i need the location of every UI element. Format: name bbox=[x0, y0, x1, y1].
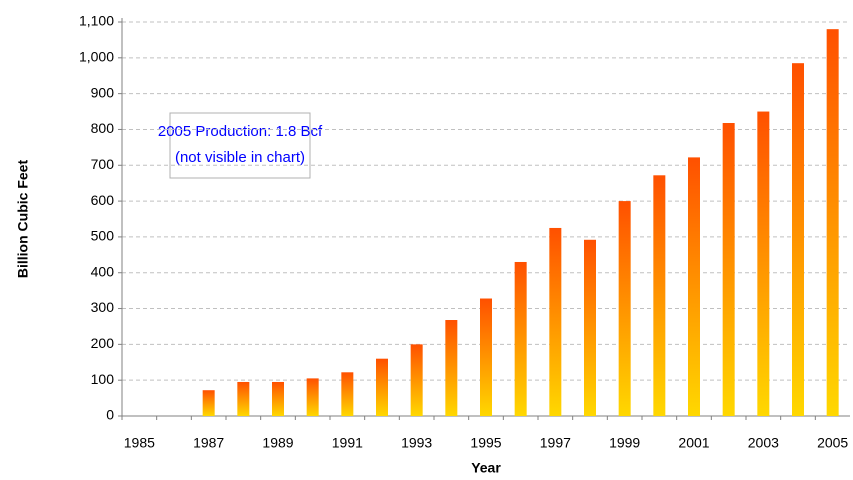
y-tick-label: 500 bbox=[91, 228, 115, 244]
bar bbox=[445, 320, 458, 416]
bar bbox=[410, 344, 423, 416]
bar bbox=[306, 378, 319, 416]
bar bbox=[826, 29, 839, 417]
x-tick-label: 1995 bbox=[470, 435, 501, 451]
bar bbox=[272, 381, 284, 416]
bar bbox=[480, 298, 492, 416]
y-tick-label: 600 bbox=[91, 192, 115, 208]
annotation: 2005 Production: 1.8 Bcf bbox=[158, 123, 323, 140]
y-axis-label: Billion Cubic Feet bbox=[15, 160, 31, 279]
x-tick-label: 2001 bbox=[678, 435, 709, 451]
y-tick-label: 100 bbox=[91, 371, 115, 387]
bar bbox=[237, 381, 250, 416]
y-tick-label: 1,000 bbox=[79, 49, 114, 65]
bar bbox=[757, 111, 770, 416]
bar bbox=[584, 239, 596, 416]
annotation: (not visible in chart) bbox=[175, 149, 305, 166]
y-tick-label: 900 bbox=[91, 84, 115, 100]
x-tick-label: 1987 bbox=[193, 435, 224, 451]
bar bbox=[653, 175, 666, 416]
bar bbox=[549, 227, 562, 416]
y-tick-label: 700 bbox=[91, 156, 115, 172]
y-tick-label: 0 bbox=[106, 407, 114, 423]
y-tick-label: 300 bbox=[91, 299, 115, 315]
x-tick-label: 1997 bbox=[540, 435, 571, 451]
x-tick-label: 1989 bbox=[262, 435, 293, 451]
bar bbox=[618, 201, 631, 416]
x-tick-label: 1985 bbox=[124, 435, 155, 451]
y-tick-label: 200 bbox=[91, 335, 115, 351]
x-tick-label: 2003 bbox=[748, 435, 779, 451]
y-tick-label: 400 bbox=[91, 263, 115, 279]
bar bbox=[792, 63, 804, 416]
bar bbox=[514, 261, 527, 416]
bar bbox=[202, 390, 215, 416]
x-tick-label: 1999 bbox=[609, 435, 640, 451]
x-axis-label: Year bbox=[471, 460, 501, 476]
bar bbox=[688, 157, 700, 416]
y-tick-label: 800 bbox=[91, 120, 115, 136]
y-tick-label: 1,100 bbox=[79, 13, 114, 29]
bar bbox=[376, 358, 388, 416]
x-tick-label: 2005 bbox=[817, 435, 848, 451]
x-tick-label: 1993 bbox=[401, 435, 432, 451]
bar bbox=[722, 123, 735, 417]
bar bbox=[341, 372, 354, 416]
x-tick-label: 1991 bbox=[332, 435, 363, 451]
annotation-box bbox=[169, 112, 311, 179]
